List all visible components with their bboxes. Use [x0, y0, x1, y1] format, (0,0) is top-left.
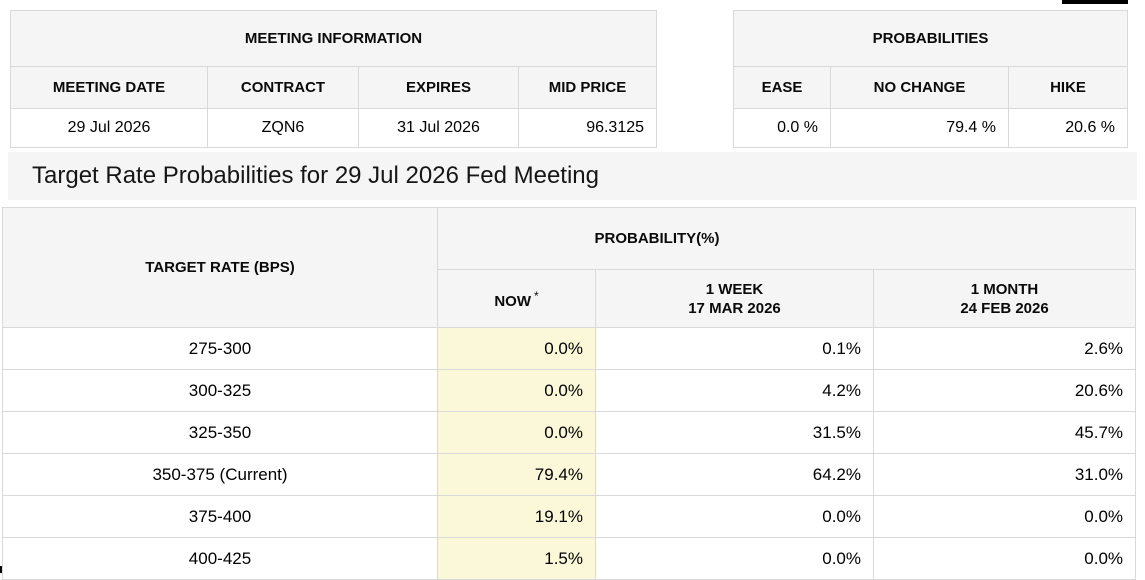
- probabilities-table: PROBABILITIES EASE NO CHANGE HIKE 0.0 % …: [732, 10, 1129, 148]
- one-week-probability: 0.1%: [595, 327, 874, 370]
- now-probability: 0.0%: [437, 369, 596, 412]
- target-rate-sub-header-row: NOW * 1 WEEK 17 MAR 2026 1 MONTH 24 FEB 2…: [3, 269, 1137, 328]
- probabilities-columns-row: EASE NO CHANGE HIKE: [733, 66, 1129, 109]
- one-month-probability: 2.6%: [872, 327, 1137, 370]
- page-title: Target Rate Probabilities for 29 Jul 202…: [32, 162, 599, 189]
- one-month-probability: 0.0%: [872, 495, 1137, 538]
- now-probability: 19.1%: [437, 495, 596, 538]
- one-week-probability: 0.0%: [595, 537, 874, 580]
- target-rate-range: 325-350: [2, 411, 438, 454]
- table-row: 375-400 19.1% 0.0% 0.0%: [2, 495, 1137, 538]
- one-week-probability: 4.2%: [595, 369, 874, 412]
- target-rate-group-header-row: TARGET RATE (BPS) PROBABILITY(%): [2, 207, 1137, 328]
- target-rate-range-current: 350-375 (Current): [2, 453, 438, 496]
- one-month-column-header: 1 MONTH 24 FEB 2026: [872, 269, 1137, 328]
- one-month-label: 1 MONTH: [970, 280, 1039, 298]
- table-row: 400-425 1.5% 0.0% 0.0%: [2, 537, 1137, 580]
- one-week-date: 17 MAR 2026: [688, 299, 781, 317]
- one-month-date: 24 FEB 2026: [960, 299, 1049, 317]
- one-month-probability: 45.7%: [872, 411, 1137, 454]
- target-rate-probabilities-table: TARGET RATE (BPS) PROBABILITY(%) NOW * 1 …: [2, 207, 1137, 580]
- one-week-column-header: 1 WEEK 17 MAR 2026: [595, 269, 874, 328]
- target-rate-range: 300-325: [2, 369, 438, 412]
- section-title-band: Target Rate Probabilities for 29 Jul 202…: [8, 152, 1137, 200]
- now-label: NOW: [494, 292, 531, 310]
- one-week-label: 1 WEEK: [705, 280, 764, 298]
- now-asterisk: *: [534, 288, 539, 303]
- now-probability: 79.4%: [437, 453, 596, 496]
- probabilities-header-row: PROBABILITIES: [732, 10, 1129, 67]
- meeting-date-column-header: MEETING DATE: [10, 66, 208, 109]
- target-rate-range: 275-300: [2, 327, 438, 370]
- table-row: 325-350 0.0% 31.5% 45.7%: [2, 411, 1137, 454]
- table-row: 350-375 (Current) 79.4% 64.2% 31.0%: [2, 453, 1137, 496]
- one-month-probability: 20.6%: [872, 369, 1137, 412]
- probability-group-header: PROBABILITY(%): [436, 207, 1137, 270]
- meeting-information-columns-row: MEETING DATE CONTRACT EXPIRES MID PRICE: [10, 66, 658, 109]
- meeting-information-header-row: MEETING INFORMATION: [9, 10, 658, 67]
- one-week-probability: 31.5%: [595, 411, 874, 454]
- now-probability: 1.5%: [437, 537, 596, 580]
- one-week-probability: 64.2%: [595, 453, 874, 496]
- target-rate-range: 375-400: [2, 495, 438, 538]
- now-probability: 0.0%: [437, 327, 596, 370]
- now-column-header: NOW *: [437, 269, 596, 328]
- ease-value: 0.0 %: [733, 108, 831, 148]
- mid-price-column-header: MID PRICE: [517, 66, 658, 109]
- expires-column-header: EXPIRES: [358, 66, 519, 109]
- meeting-date-value: 29 Jul 2026: [10, 108, 208, 148]
- hike-value: 20.6 %: [1007, 108, 1129, 148]
- no-change-column-header: NO CHANGE: [830, 66, 1009, 109]
- top-edge-bar: [1062, 0, 1128, 4]
- meeting-information-table: MEETING INFORMATION MEETING DATE CONTRAC…: [9, 10, 658, 148]
- contract-value: ZQN6: [207, 108, 359, 148]
- target-rate-column-header: TARGET RATE (BPS): [2, 207, 438, 328]
- probability-group-header-label: PROBABILITY(%): [594, 230, 720, 247]
- one-week-probability: 0.0%: [595, 495, 874, 538]
- meeting-information-title: MEETING INFORMATION: [9, 10, 658, 67]
- contract-column-header: CONTRACT: [207, 66, 359, 109]
- hike-column-header: HIKE: [1007, 66, 1129, 109]
- now-probability: 0.0%: [437, 411, 596, 454]
- probabilities-title: PROBABILITIES: [732, 10, 1129, 67]
- table-row: 275-300 0.0% 0.1% 2.6%: [2, 327, 1137, 370]
- expires-value: 31 Jul 2026: [358, 108, 519, 148]
- meeting-information-data-row: 29 Jul 2026 ZQN6 31 Jul 2026 96.3125: [10, 108, 658, 148]
- mid-price-value: 96.3125: [517, 108, 658, 148]
- ease-column-header: EASE: [733, 66, 831, 109]
- probabilities-data-row: 0.0 % 79.4 % 20.6 %: [733, 108, 1129, 148]
- one-month-probability: 31.0%: [872, 453, 1137, 496]
- table-row: 300-325 0.0% 4.2% 20.6%: [2, 369, 1137, 412]
- no-change-value: 79.4 %: [830, 108, 1009, 148]
- one-month-probability: 0.0%: [872, 537, 1137, 580]
- target-rate-range: 400-425: [2, 537, 438, 580]
